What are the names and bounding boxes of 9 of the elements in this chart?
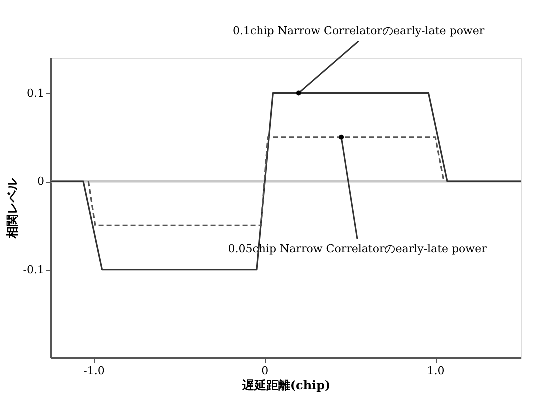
x-tick-label: 1.0 — [427, 364, 445, 378]
annotation: 0.1chip Narrow Correlatorのearly-late power — [233, 24, 486, 38]
x-tick-label: 0 — [262, 364, 269, 378]
y-tick-label: -0.1 — [23, 263, 44, 276]
y-tick-label: 0.1 — [27, 86, 44, 100]
y-axis-title: 相関レベル — [5, 178, 20, 240]
y-tick-label: 0 — [38, 175, 44, 188]
x-axis-title: 遅延距離(chip) — [241, 378, 331, 392]
x-tick-label: -1.0 — [84, 364, 105, 378]
